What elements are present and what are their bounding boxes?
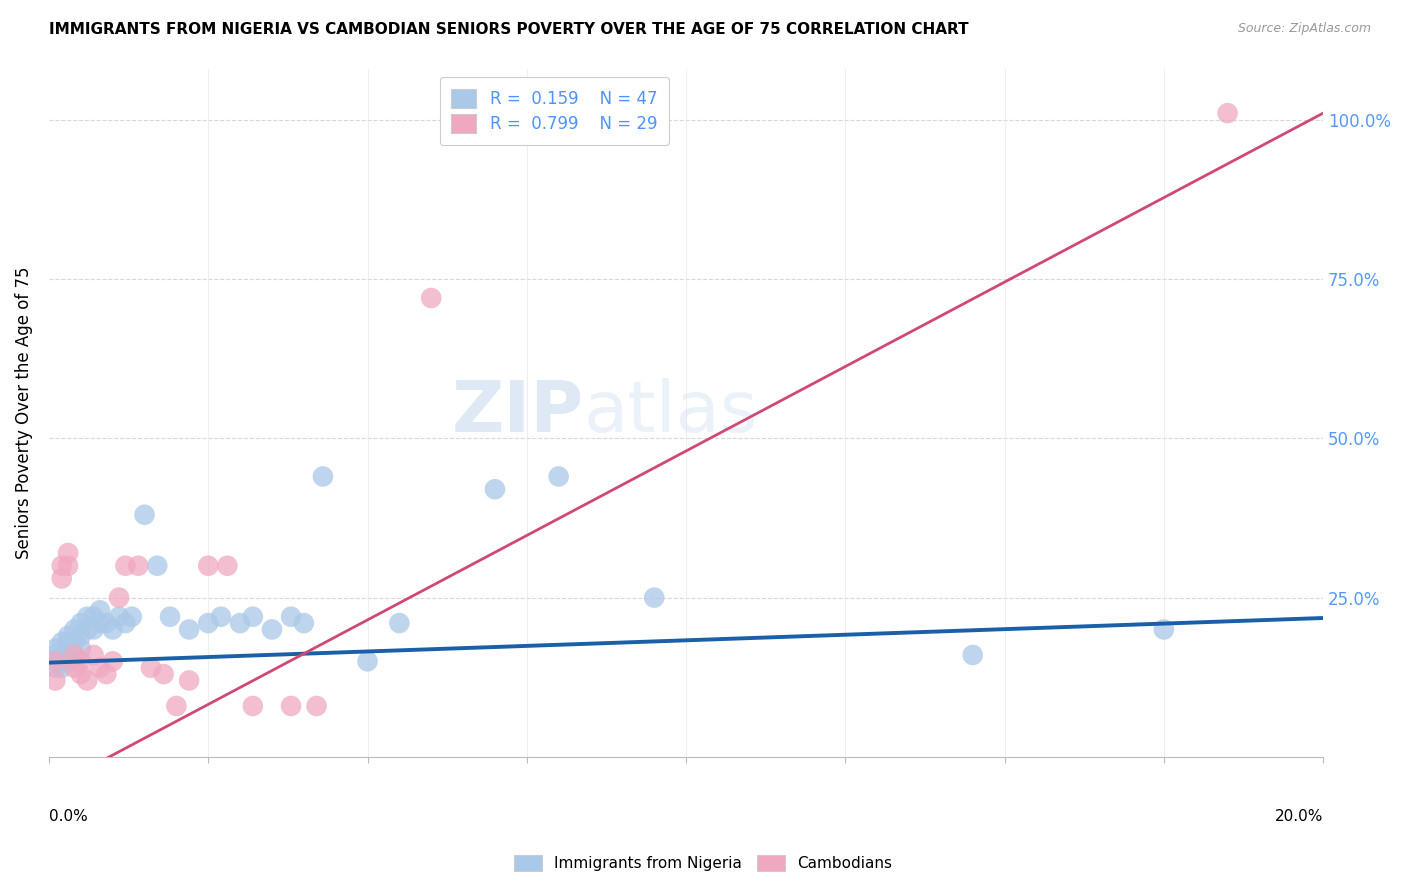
Point xyxy=(51,635,73,649)
Text: 0.0%: 0.0% xyxy=(49,809,87,823)
Point xyxy=(44,648,66,662)
Point xyxy=(96,667,118,681)
Point xyxy=(229,616,252,631)
Point xyxy=(51,648,73,662)
Point xyxy=(83,609,105,624)
Point xyxy=(56,635,79,649)
Point xyxy=(56,654,79,668)
Point xyxy=(305,698,328,713)
Point xyxy=(312,469,335,483)
Point xyxy=(114,558,136,573)
Point xyxy=(159,609,181,624)
Point xyxy=(69,667,91,681)
Point xyxy=(108,591,131,605)
Point xyxy=(643,591,665,605)
Point xyxy=(83,648,105,662)
Point xyxy=(51,572,73,586)
Point xyxy=(179,623,201,637)
Point xyxy=(242,609,264,624)
Y-axis label: Seniors Poverty Over the Age of 75: Seniors Poverty Over the Age of 75 xyxy=(15,267,32,559)
Point xyxy=(69,616,91,631)
Point xyxy=(356,654,378,668)
Point xyxy=(146,558,169,573)
Point xyxy=(484,482,506,496)
Point xyxy=(547,469,569,483)
Point xyxy=(420,291,443,305)
Point xyxy=(76,609,98,624)
Point xyxy=(63,648,86,662)
Point xyxy=(179,673,201,688)
Point xyxy=(56,629,79,643)
Legend: R =  0.159    N = 47, R =  0.799    N = 29: R = 0.159 N = 47, R = 0.799 N = 29 xyxy=(440,77,669,145)
Point xyxy=(152,667,174,681)
Point xyxy=(56,641,79,656)
Point xyxy=(44,673,66,688)
Point xyxy=(260,623,283,637)
Point xyxy=(83,623,105,637)
Point xyxy=(1216,106,1239,120)
Point xyxy=(89,661,111,675)
Point xyxy=(217,558,239,573)
Text: atlas: atlas xyxy=(583,378,758,447)
Point xyxy=(63,661,86,675)
Point xyxy=(127,558,149,573)
Point xyxy=(69,629,91,643)
Point xyxy=(280,698,302,713)
Point xyxy=(69,641,91,656)
Point xyxy=(292,616,315,631)
Point xyxy=(101,623,124,637)
Point xyxy=(76,673,98,688)
Point xyxy=(63,635,86,649)
Text: IMMIGRANTS FROM NIGERIA VS CAMBODIAN SENIORS POVERTY OVER THE AGE OF 75 CORRELAT: IMMIGRANTS FROM NIGERIA VS CAMBODIAN SEN… xyxy=(49,22,969,37)
Point xyxy=(89,616,111,631)
Point xyxy=(114,616,136,631)
Point xyxy=(63,648,86,662)
Point xyxy=(44,661,66,675)
Point xyxy=(51,558,73,573)
Point xyxy=(96,616,118,631)
Point xyxy=(44,654,66,668)
Point xyxy=(388,616,411,631)
Point xyxy=(242,698,264,713)
Point xyxy=(197,558,219,573)
Text: ZIP: ZIP xyxy=(451,378,583,447)
Point xyxy=(121,609,143,624)
Point xyxy=(69,654,91,668)
Point xyxy=(280,609,302,624)
Point xyxy=(134,508,156,522)
Point xyxy=(139,661,162,675)
Legend: Immigrants from Nigeria, Cambodians: Immigrants from Nigeria, Cambodians xyxy=(508,849,898,877)
Point xyxy=(63,623,86,637)
Point xyxy=(1153,623,1175,637)
Point xyxy=(209,609,232,624)
Text: 20.0%: 20.0% xyxy=(1275,809,1323,823)
Point xyxy=(51,654,73,668)
Point xyxy=(962,648,984,662)
Point xyxy=(197,616,219,631)
Point xyxy=(76,623,98,637)
Point xyxy=(44,641,66,656)
Point xyxy=(89,603,111,617)
Point xyxy=(56,558,79,573)
Point xyxy=(108,609,131,624)
Point xyxy=(51,661,73,675)
Point xyxy=(101,654,124,668)
Text: Source: ZipAtlas.com: Source: ZipAtlas.com xyxy=(1237,22,1371,36)
Point xyxy=(56,546,79,560)
Point xyxy=(165,698,187,713)
